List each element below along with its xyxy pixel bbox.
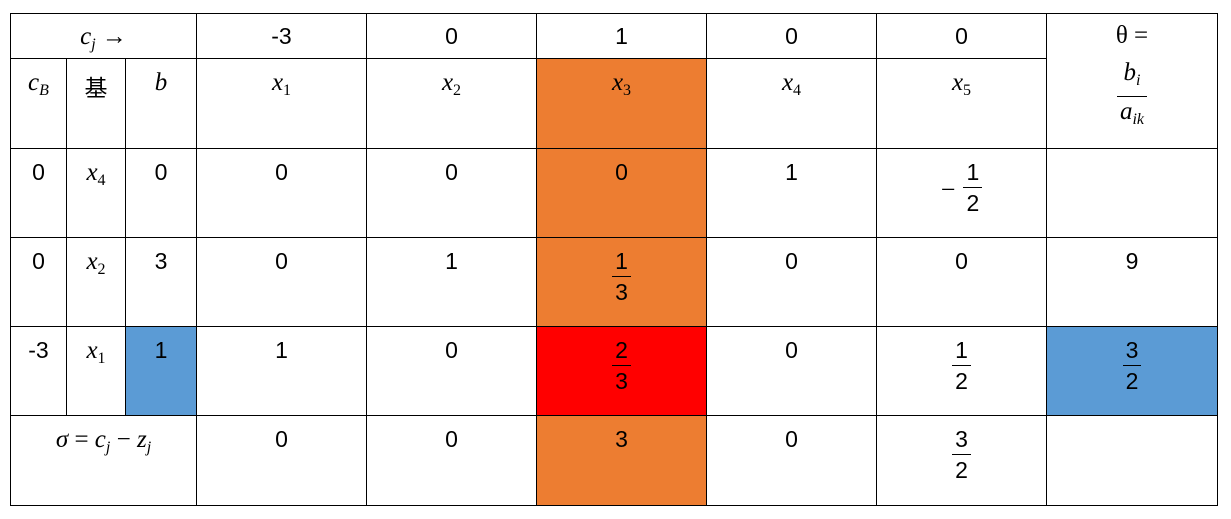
table-row: 0 x4 0 0 0 0 1 −1 2 <box>10 148 1218 238</box>
cost-row: cj → -3 0 1 0 0 θ = bi aik <box>10 13 1218 149</box>
row1-cb: 0 <box>10 148 67 238</box>
row3-a1: 1 <box>196 326 367 416</box>
x4-header: x4 <box>706 58 877 149</box>
row2-basis: x2 <box>66 237 126 327</box>
row2-a2: 1 <box>366 237 537 327</box>
sigma-x2: 0 <box>366 415 537 506</box>
theta-label: θ = <box>1115 22 1149 49</box>
cost-x2: 0 <box>366 13 537 59</box>
simplex-tableau: cj → -3 0 1 0 0 θ = bi aik cB 基 b x1 x2 … <box>10 13 1218 506</box>
sigma-formula: σ = cj − zj <box>55 426 152 456</box>
row1-theta <box>1046 148 1218 238</box>
row2-cb: 0 <box>10 237 67 327</box>
row2-a1: 0 <box>196 237 367 327</box>
row2-b: 3 <box>125 237 197 327</box>
cj-label: cj → <box>80 23 127 53</box>
cost-x3: 1 <box>536 13 707 59</box>
row1-b: 0 <box>125 148 197 238</box>
row1-a2: 0 <box>366 148 537 238</box>
sigma-theta <box>1046 415 1218 506</box>
row1-a3: 0 <box>536 148 707 238</box>
cb-header: cB <box>10 58 67 149</box>
sigma-x1: 0 <box>196 415 367 506</box>
cj-header-cell: cj → <box>10 13 197 59</box>
basis-header: 基 <box>66 58 126 149</box>
cost-x4: 0 <box>706 13 877 59</box>
theta-header-cell: θ = bi aik <box>1046 13 1218 149</box>
x3-header: x3 <box>536 58 707 149</box>
b-header: b <box>125 58 197 149</box>
row1-basis: x4 <box>66 148 126 238</box>
row3-a2: 0 <box>366 326 537 416</box>
x1-header: x1 <box>196 58 367 149</box>
row3-basis: x1 <box>66 326 126 416</box>
row2-theta: 9 <box>1046 237 1218 327</box>
column-header-row: cB 基 b x1 x2 x3 x4 x5 <box>10 58 1218 149</box>
row1-a1: 0 <box>196 148 367 238</box>
row3-cb: -3 <box>10 326 67 416</box>
sigma-x3: 3 <box>536 415 707 506</box>
theta-ratio-fraction: bi aik <box>1116 58 1148 135</box>
x5-header: x5 <box>876 58 1047 149</box>
row3-a4: 0 <box>706 326 877 416</box>
sigma-label-cell: σ = cj − zj <box>10 415 197 506</box>
sigma-x4: 0 <box>706 415 877 506</box>
row2-a4: 0 <box>706 237 877 327</box>
right-arrow-icon: → <box>101 23 127 50</box>
cost-x5: 0 <box>876 13 1047 59</box>
row1-a5: −1 2 <box>876 148 1047 238</box>
x2-header: x2 <box>366 58 537 149</box>
cost-x1: -3 <box>196 13 367 59</box>
row2-a5: 0 <box>876 237 1047 327</box>
row3-b: 1 <box>125 326 197 416</box>
row1-a4: 1 <box>706 148 877 238</box>
